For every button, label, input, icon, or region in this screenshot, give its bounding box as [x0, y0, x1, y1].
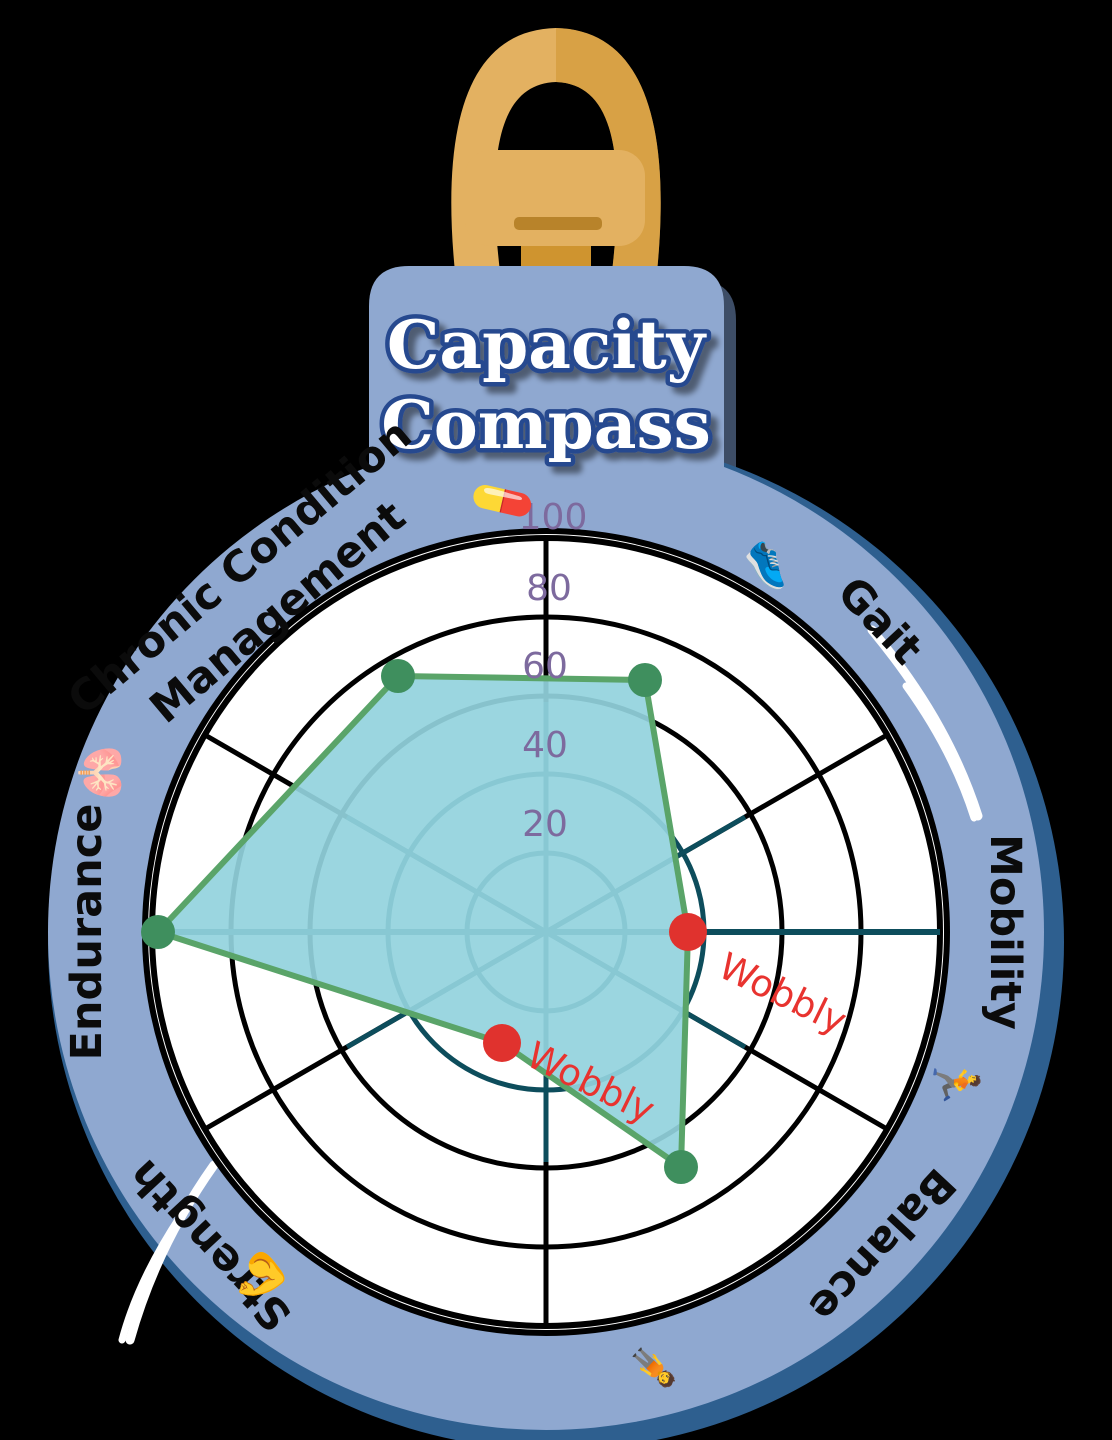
data-point-strength[interactable] — [483, 1024, 521, 1062]
bezel-shine-top-right — [867, 625, 983, 822]
tick-label-80: 80 — [526, 568, 572, 609]
axis-label-endurance-text: Endurance — [62, 804, 112, 1061]
page-title: Capacity Compass — [377, 302, 716, 469]
bezel-shine-bottom-left — [118, 1160, 219, 1345]
radial-tick-labels: 20 40 60 80 100 — [519, 497, 588, 845]
data-point-gait[interactable] — [628, 663, 662, 697]
data-point-balance[interactable] — [664, 1150, 698, 1184]
axis-label-mobility: Mobility — [980, 834, 1030, 1030]
lungs-icon: 🫁 — [76, 745, 127, 800]
data-point-chronic[interactable] — [381, 659, 415, 693]
data-point-endurance[interactable] — [141, 915, 175, 949]
axis-label-endurance: Endurance — [62, 804, 112, 1061]
tick-label-100: 100 — [519, 497, 588, 538]
runner-icon: 🏃 — [930, 1055, 981, 1110]
title-plaque — [369, 266, 724, 520]
data-point-mobility[interactable] — [669, 913, 707, 951]
title-line-2: Compass — [381, 386, 711, 464]
crown-button — [465, 150, 645, 246]
radar-series-capacity — [141, 659, 707, 1184]
tick-label-60: 60 — [522, 646, 568, 687]
watch-crown-assembly — [451, 28, 661, 296]
crown-button-groove — [514, 217, 602, 230]
tick-label-20: 20 — [522, 804, 568, 845]
tick-label-40: 40 — [522, 725, 568, 766]
title-line-1: Capacity — [387, 306, 707, 384]
axis-label-mobility-text: Mobility — [980, 834, 1030, 1030]
